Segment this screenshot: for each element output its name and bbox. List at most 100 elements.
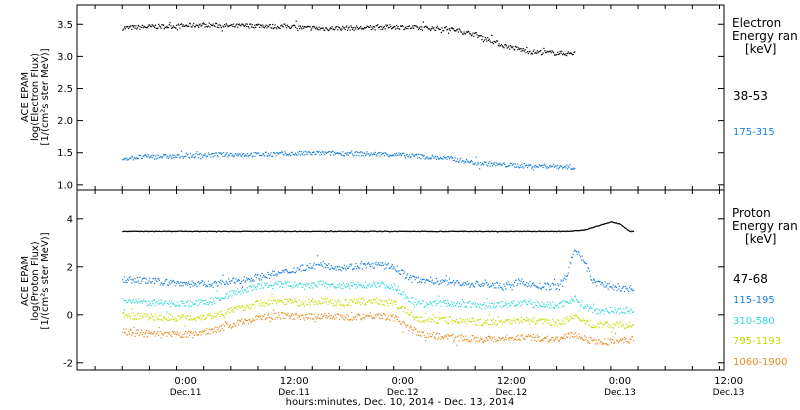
proton-data-point: [403, 273, 405, 275]
proton-data-point: [525, 335, 527, 337]
proton-data-point: [468, 339, 470, 341]
proton-data-point: [502, 337, 504, 339]
proton-data-point: [280, 272, 282, 274]
electron-data-point: [226, 152, 228, 154]
electron-ytick-label: 3.0: [57, 52, 73, 63]
electron-data-point: [238, 23, 240, 25]
proton-data-point: [210, 230, 212, 232]
proton-data-point: [344, 267, 346, 269]
electron-data-point: [285, 152, 287, 154]
proton-data-point: [197, 281, 199, 284]
proton-data-point: [492, 318, 494, 320]
proton-data-point: [373, 298, 375, 300]
electron-data-point: [394, 26, 396, 28]
proton-data-point: [625, 323, 627, 325]
proton-data-point: [575, 295, 577, 297]
proton-data-point: [511, 230, 513, 232]
electron-data-point: [191, 154, 193, 157]
electron-data-point: [448, 156, 450, 158]
electron-data-point: [559, 50, 561, 53]
proton-data-point: [609, 311, 611, 313]
electron-data-point: [224, 25, 227, 27]
proton-data-point: [483, 339, 485, 341]
electron-data-point: [530, 53, 532, 55]
proton-data-point: [242, 290, 244, 292]
proton-data-point: [467, 231, 469, 233]
proton-data-point: [504, 321, 506, 323]
electron-data-point: [321, 153, 323, 155]
proton-data-point: [627, 325, 629, 327]
proton-data-point: [562, 305, 564, 308]
proton-data-point: [425, 230, 427, 232]
electron-data-point: [228, 25, 230, 27]
electron-data-point: [314, 154, 316, 156]
proton-data-point: [206, 303, 208, 305]
electron-data-point: [122, 159, 124, 161]
proton-data-point: [316, 318, 318, 320]
proton-data-point: [469, 318, 471, 320]
proton-data-point: [629, 338, 631, 340]
proton-data-point: [508, 230, 510, 232]
proton-data-point: [553, 306, 555, 308]
proton-data-point: [150, 331, 152, 333]
proton-data-point: [562, 337, 564, 339]
electron-data-point: [171, 27, 173, 29]
proton-data-point: [167, 230, 170, 232]
proton-data-point: [217, 230, 219, 232]
electron-data-point: [246, 153, 248, 155]
proton-data-point: [494, 324, 496, 326]
electron-data-point: [387, 155, 389, 157]
proton-data-point: [158, 278, 160, 280]
electron-data-point: [241, 23, 243, 25]
proton-data-point: [539, 282, 541, 284]
proton-data-point: [625, 307, 627, 310]
proton-data-point: [314, 230, 316, 233]
proton-data-point: [485, 282, 487, 284]
electron-data-point: [332, 28, 334, 30]
proton-data-point: [136, 300, 138, 302]
proton-data-point: [249, 304, 251, 306]
proton-data-point: [582, 229, 584, 231]
proton-data-point: [575, 335, 578, 337]
electron-data-point: [264, 25, 266, 27]
proton-data-point: [459, 284, 461, 286]
proton-data-point: [526, 336, 528, 338]
electron-data-point: [187, 25, 189, 27]
electron-data-point: [151, 24, 153, 26]
proton-data-point: [362, 231, 364, 233]
electron-data-point: [186, 154, 188, 156]
proton-data-point: [202, 230, 205, 232]
proton-data-point: [363, 285, 365, 287]
electron-data-point: [473, 163, 475, 165]
proton-data-point: [225, 280, 227, 282]
proton-data-point: [518, 278, 520, 280]
proton-data-point: [461, 340, 464, 342]
electron-data-point: [189, 23, 191, 25]
proton-data-point: [531, 301, 534, 303]
proton-data-point: [587, 320, 589, 322]
proton-data-point: [570, 302, 572, 304]
electron-data-point: [563, 166, 565, 168]
electron-data-point: [429, 157, 431, 159]
electron-data-point: [476, 34, 478, 36]
proton-data-point: [532, 306, 534, 308]
proton-data-point: [439, 230, 442, 232]
proton-data-point: [428, 335, 430, 337]
proton-data-point: [354, 317, 356, 319]
proton-data-point: [363, 299, 365, 301]
proton-data-point: [522, 300, 525, 303]
electron-data-point: [384, 28, 386, 30]
proton-data-point: [158, 303, 161, 305]
proton-data-point: [208, 314, 210, 317]
proton-data-point: [330, 230, 332, 232]
electron-data-point: [448, 28, 450, 30]
proton-data-point: [145, 278, 148, 280]
electron-data-point: [291, 151, 293, 153]
proton-data-point: [511, 336, 513, 339]
electron-data-point: [233, 23, 235, 25]
proton-data-point: [518, 279, 521, 282]
proton-data-point: [607, 326, 609, 328]
proton-data-point: [474, 230, 477, 232]
electron-data-point: [422, 155, 424, 157]
proton-data-point: [588, 324, 590, 326]
